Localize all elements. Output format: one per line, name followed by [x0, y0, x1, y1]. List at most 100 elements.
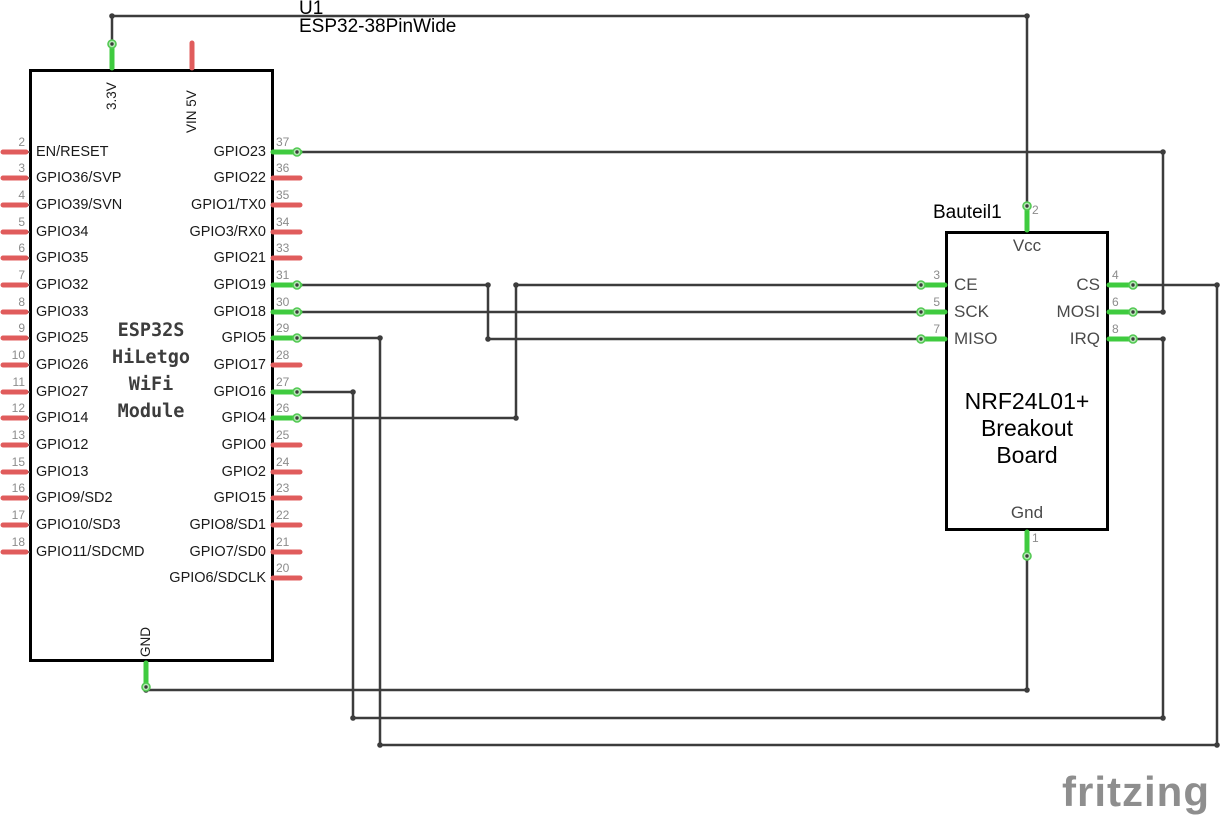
- bendpoint-gpio5-to-cs-3: [1214, 742, 1220, 748]
- nrf-pin-MOSI-number: 6: [1112, 295, 1119, 309]
- esp32-pin-GPIO32-number: 7: [18, 268, 25, 282]
- esp32-pin-GPIO35-number: 6: [18, 241, 25, 255]
- esp32-pin-GPIO14-label: GPIO14: [36, 410, 89, 426]
- nrf-pin-CE-label: CE: [954, 275, 978, 294]
- esp32-pin-GPIO3-RX0-number: 34: [276, 215, 290, 229]
- nrf-pin-Vcc-terminal-dot: [1025, 204, 1029, 208]
- esp32-pin-GPIO9-SD2-label: GPIO9/SD2: [36, 490, 113, 506]
- esp32-pin-GPIO11-SDCMD-label: GPIO11/SDCMD: [36, 544, 145, 560]
- esp32-pin-GPIO0-label: GPIO0: [221, 437, 266, 453]
- esp32-pin-GPIO14-number: 12: [11, 401, 25, 415]
- nrf24l01-component-box[interactable]: [945, 231, 1109, 531]
- esp32-pin-GPIO5-terminal-dot: [295, 336, 299, 340]
- nrf-pin-Vcc-label: Vcc: [1012, 236, 1042, 255]
- esp32-pin-GPIO10-SD3-label: GPIO10/SD3: [36, 517, 121, 533]
- esp32-name-line-3: WiFi: [128, 374, 174, 395]
- esp32-pin-GPIO21-number: 33: [276, 241, 290, 255]
- bendpoint-gpio16-to-irq-4: [1160, 336, 1166, 342]
- nrf-pin-SCK-terminal-dot: [919, 310, 923, 314]
- esp32-pin-GPIO8-SD1-number: 22: [276, 508, 290, 522]
- wire-gpio5-to-cs[interactable]: [297, 283, 1219, 747]
- nrf-pin-CS-label: CS: [1076, 275, 1100, 294]
- nrf-pin-CS-terminal-dot: [1131, 283, 1135, 287]
- esp32-pin-GND-terminal-dot: [144, 685, 148, 689]
- esp32-pin-GPIO22-number: 36: [276, 161, 290, 175]
- esp32-pin-GPIO34-number: 5: [18, 215, 25, 229]
- bendpoint-gpio16-to-irq-2: [350, 715, 356, 721]
- esp32-pin-GPIO5-label: GPIO5: [221, 330, 266, 346]
- nrf-pin-MISO-terminal-dot: [919, 337, 923, 341]
- nrf-pin-Gnd-label: Gnd: [1010, 503, 1044, 522]
- esp32-pin-GPIO4-number: 26: [276, 401, 290, 415]
- nrf-pin-MISO-label: MISO: [954, 329, 998, 348]
- esp32-pin-GPIO39-SVN-number: 4: [18, 188, 25, 202]
- esp32-designator: U1: [299, 0, 324, 19]
- esp32-pin-GPIO10-SD3-number: 17: [11, 508, 25, 522]
- esp32-pin-GPIO16-label: GPIO16: [213, 384, 266, 400]
- nrf-pin-CE-number: 3: [933, 268, 940, 282]
- nrf-pin-MOSI-label: MOSI: [1056, 302, 1100, 321]
- bendpoint-gpio16-to-irq-3: [1160, 715, 1166, 721]
- esp32-name-line-2: HiLetgo: [112, 347, 190, 368]
- nrf-pin-Vcc-number: 2: [1032, 203, 1039, 217]
- esp32-pin-GPIO23-label: GPIO23: [213, 144, 266, 160]
- esp32-pin-GPIO34-label: GPIO34: [36, 224, 89, 240]
- bendpoint-gpio5-to-cs-2: [377, 742, 383, 748]
- esp32-pin-EN-RESET-label: EN/RESET: [36, 144, 109, 160]
- esp32-pin-GPIO16-number: 27: [276, 375, 290, 389]
- esp32-pin-GPIO17-number: 28: [276, 348, 290, 362]
- esp32-pin-GPIO36-SVP-number: 3: [18, 161, 25, 175]
- wire-gpio23-to-mosi[interactable]: [297, 150, 1165, 314]
- esp32-pin-GPIO2-number: 24: [276, 455, 290, 469]
- bendpoint-gpio16-to-irq-1: [350, 389, 356, 395]
- bendpoint-gpio4-to-ce-1: [513, 415, 519, 421]
- esp32-pin-GPIO3-RX0-label: GPIO3/RX0: [189, 224, 266, 240]
- esp32-component-box[interactable]: [29, 69, 274, 662]
- esp32-pin-GPIO23-terminal-dot: [295, 150, 299, 154]
- wire-gpio4-to-ce[interactable]: [297, 283, 921, 420]
- bendpoint-gpio23-to-mosi-2: [1160, 309, 1166, 315]
- bendpoint-gpio19-to-miso-2: [485, 336, 491, 342]
- wire-3v3-to-vcc[interactable]: [110, 14, 1029, 206]
- esp32-pin-GPIO21-label: GPIO21: [213, 250, 266, 266]
- esp32-name-line-4: Module: [117, 401, 185, 422]
- bendpoint-gpio5-to-cs-1: [377, 335, 383, 341]
- esp32-pin-GND-label: GND: [138, 627, 153, 657]
- wire-gpio16-to-irq[interactable]: [297, 337, 1165, 720]
- esp32-name-line-1: ESP32S: [117, 320, 185, 341]
- nrf-pin-SCK-number: 5: [933, 295, 940, 309]
- esp32-pin-GPIO27-number: 11: [12, 375, 25, 389]
- bendpoint-3v3-to-vcc-2: [1024, 13, 1030, 19]
- nrf-pin-CS-number: 4: [1112, 268, 1119, 282]
- esp32-pin-GPIO32-label: GPIO32: [36, 277, 89, 293]
- esp32-pin-GPIO12-label: GPIO12: [36, 437, 89, 453]
- bendpoint-gpio4-to-ce-2: [513, 282, 519, 288]
- esp32-pin-GPIO18-terminal-dot: [295, 310, 299, 314]
- esp32-pin-VIN-5V-label: VIN 5V: [184, 90, 199, 133]
- bendpoint-gpio23-to-mosi-1: [1160, 149, 1166, 155]
- nrf-pin-Gnd-number: 1: [1032, 531, 1039, 545]
- esp32-pin-GPIO9-SD2-number: 16: [11, 481, 25, 495]
- bendpoint-3v3-to-vcc-1: [109, 13, 115, 19]
- esp32-pin-GPIO6-SDCLK-number: 20: [276, 561, 290, 575]
- esp32-pin-3.3V-label: 3.3V: [104, 82, 119, 110]
- bendpoint-gpio5-to-cs-4: [1214, 282, 1220, 288]
- nrf-pin-IRQ-label: IRQ: [1069, 329, 1100, 348]
- nrf-pin-Gnd-terminal-dot: [1025, 554, 1029, 558]
- esp32-pin-GPIO1-TX0-label: GPIO1/TX0: [191, 197, 266, 213]
- esp32-pin-GPIO18-number: 30: [276, 295, 290, 309]
- esp32-pin-GPIO18-label: GPIO18: [213, 304, 266, 320]
- esp32-pin-GPIO13-number: 15: [11, 455, 25, 469]
- nrf-name-line-2: Breakout: [980, 415, 1074, 441]
- esp32-pin-GPIO5-number: 29: [276, 321, 290, 335]
- nrf-name-line-1: NRF24L01+: [964, 388, 1090, 414]
- bendpoint-gpio19-to-miso-1: [485, 282, 491, 288]
- nrf-pin-MISO-number: 7: [933, 322, 940, 336]
- esp32-pin-GPIO11-SDCMD-number: 18: [11, 535, 25, 549]
- nrf-designator: Bauteil1: [933, 202, 1002, 223]
- esp32-pin-GPIO26-number: 10: [11, 348, 25, 362]
- fritzing-logo: fritzing: [1062, 768, 1210, 815]
- esp32-pin-GPIO26-label: GPIO26: [36, 357, 89, 373]
